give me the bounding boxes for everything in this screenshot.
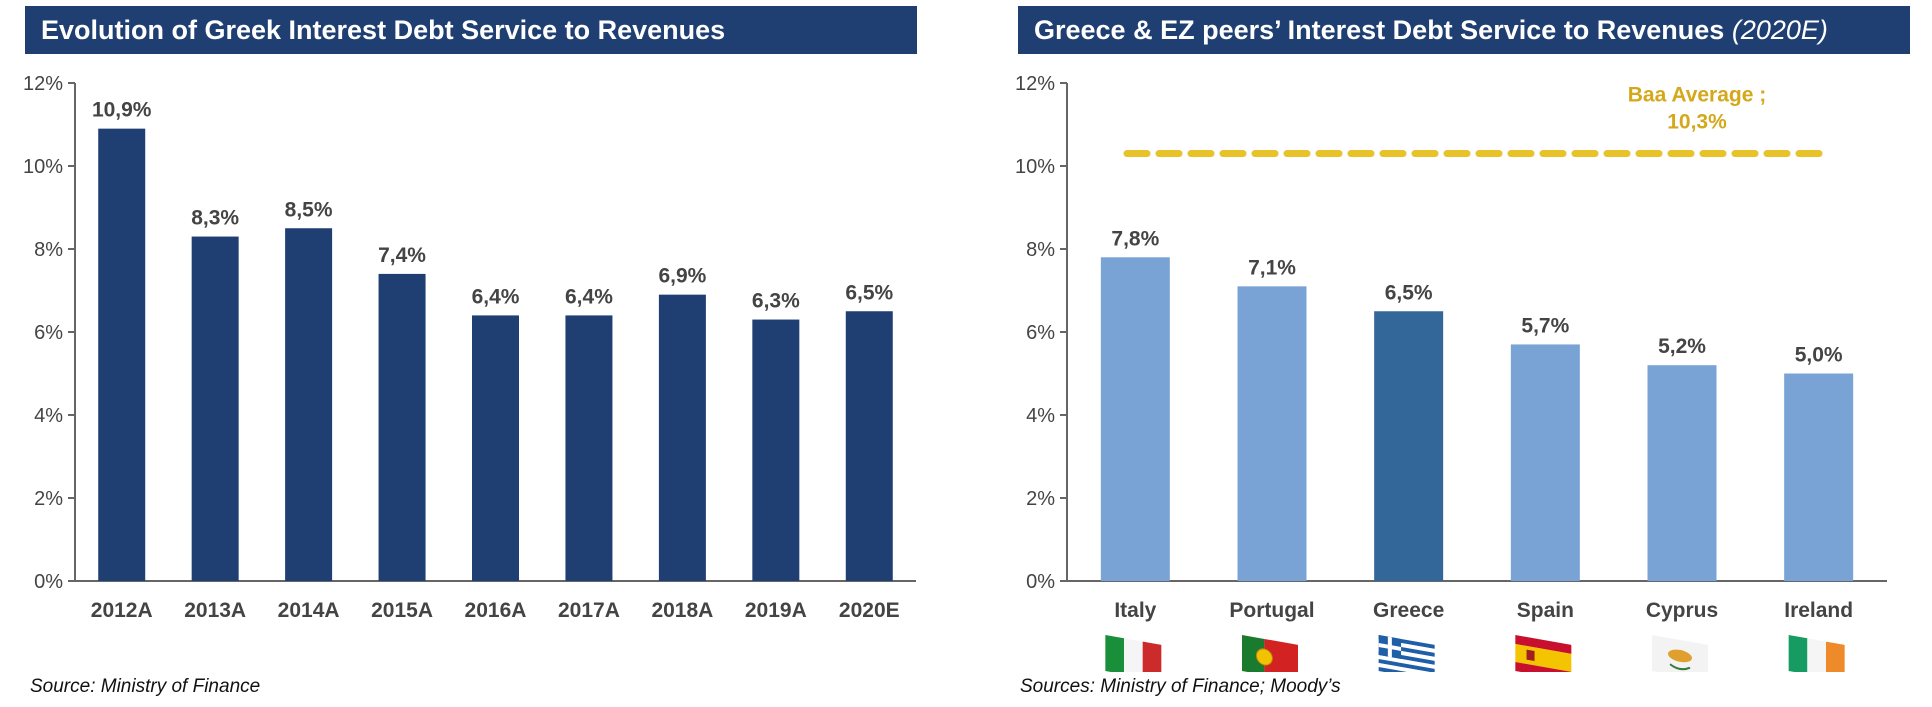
data-label: 8,5% bbox=[285, 198, 333, 221]
data-label: 6,5% bbox=[845, 281, 893, 304]
data-label: 8,3% bbox=[191, 207, 239, 230]
bar bbox=[98, 128, 146, 581]
data-label: 7,4% bbox=[378, 244, 426, 267]
y-tick-label: 2% bbox=[34, 488, 63, 510]
left-source-note: Source: Ministry of Finance bbox=[30, 676, 261, 697]
left-chart-title: Evolution of Greek Interest Debt Service… bbox=[25, 6, 917, 54]
y-tick-label: 4% bbox=[1026, 405, 1055, 427]
bar bbox=[1647, 365, 1717, 581]
data-label: 5,0% bbox=[1795, 344, 1843, 367]
right-bar-chart: 0% 2% 4% 6% 8% 10% 12% 7,8% Italy 7,1% Portugal 6,5… bbox=[1015, 73, 1887, 672]
data-label: 6,3% bbox=[752, 290, 800, 313]
y-tick-label: 8% bbox=[34, 239, 63, 261]
right-panel: Greece & EZ peers’ Interest Debt Service… bbox=[1000, 0, 1932, 707]
x-tick-label: 2017A bbox=[558, 599, 620, 622]
y-tick-label: 2% bbox=[1026, 488, 1055, 510]
y-tick-label: 6% bbox=[1026, 322, 1055, 344]
italy-flag-icon bbox=[1105, 635, 1162, 672]
bar bbox=[752, 319, 800, 581]
greece-flag-icon bbox=[1378, 635, 1435, 672]
x-tick-label: 2014A bbox=[278, 599, 340, 622]
ireland-flag-icon bbox=[1788, 635, 1845, 672]
y-tick-label: 12% bbox=[1015, 73, 1055, 95]
bar bbox=[1100, 257, 1170, 581]
y-tick-label: 12% bbox=[23, 73, 63, 95]
x-tick-label: Cyprus bbox=[1646, 599, 1718, 622]
bar bbox=[658, 294, 706, 581]
x-tick-label: 2018A bbox=[651, 599, 713, 622]
bar bbox=[845, 311, 893, 581]
x-tick-label: Italy bbox=[1114, 599, 1156, 622]
y-tick-label: 6% bbox=[34, 322, 63, 344]
portugal-flag-icon bbox=[1242, 635, 1298, 672]
right-source-note: Sources: Ministry of Finance; Moody’s bbox=[1020, 676, 1341, 697]
y-tick-label: 0% bbox=[1026, 571, 1055, 593]
right-chart-title-text: Greece & EZ peers’ Interest Debt Service… bbox=[1034, 15, 1725, 45]
x-tick-label: Portugal bbox=[1229, 599, 1314, 622]
left-bar-chart: 0% 2% 4% 6% 8% 10% 12% 10,9% 2012A 8,3% 2013A 8,5% 2… bbox=[23, 73, 916, 622]
data-label: 10,9% bbox=[92, 99, 152, 122]
data-label: 7,1% bbox=[1248, 256, 1296, 279]
y-tick-label: 4% bbox=[34, 405, 63, 427]
baa-average-label: Baa Average ; bbox=[1628, 84, 1767, 107]
bar bbox=[565, 315, 613, 581]
x-tick-label: 2019A bbox=[745, 599, 807, 622]
x-tick-label: Spain bbox=[1517, 599, 1574, 622]
x-tick-label: 2013A bbox=[184, 599, 246, 622]
data-label: 5,7% bbox=[1521, 314, 1569, 337]
data-label: 6,9% bbox=[658, 265, 706, 288]
x-tick-label: 2020E bbox=[839, 599, 900, 622]
bar bbox=[191, 236, 239, 582]
data-label: 6,4% bbox=[565, 285, 613, 308]
right-chart-title-suffix: (2020E) bbox=[1731, 15, 1828, 45]
x-tick-label: Ireland bbox=[1784, 599, 1853, 622]
left-panel: Evolution of Greek Interest Debt Service… bbox=[0, 0, 940, 707]
bar bbox=[472, 315, 519, 581]
y-tick-label: 0% bbox=[34, 571, 63, 593]
x-tick-label: 2012A bbox=[91, 599, 153, 622]
cyprus-flag-icon bbox=[1652, 635, 1708, 672]
data-label: 6,4% bbox=[472, 285, 520, 308]
baa-average-value: 10,3% bbox=[1667, 111, 1727, 134]
x-tick-label: 2015A bbox=[371, 599, 433, 622]
right-chart-title: Greece & EZ peers’ Interest Debt Service… bbox=[1018, 6, 1910, 54]
data-label: 6,5% bbox=[1385, 281, 1433, 304]
bar bbox=[378, 273, 426, 581]
bar bbox=[1237, 286, 1307, 581]
spain-flag-icon bbox=[1515, 635, 1572, 672]
data-label: 5,2% bbox=[1658, 335, 1706, 358]
y-tick-label: 10% bbox=[1015, 156, 1055, 178]
y-tick-label: 8% bbox=[1026, 239, 1055, 261]
x-tick-label: 2016A bbox=[465, 599, 527, 622]
data-label: 7,8% bbox=[1111, 227, 1159, 250]
x-tick-label: Greece bbox=[1373, 599, 1444, 622]
y-tick-label: 10% bbox=[23, 156, 63, 178]
bar bbox=[1784, 373, 1854, 581]
bar bbox=[1374, 311, 1444, 581]
bar bbox=[285, 228, 333, 581]
bar bbox=[1510, 344, 1580, 581]
